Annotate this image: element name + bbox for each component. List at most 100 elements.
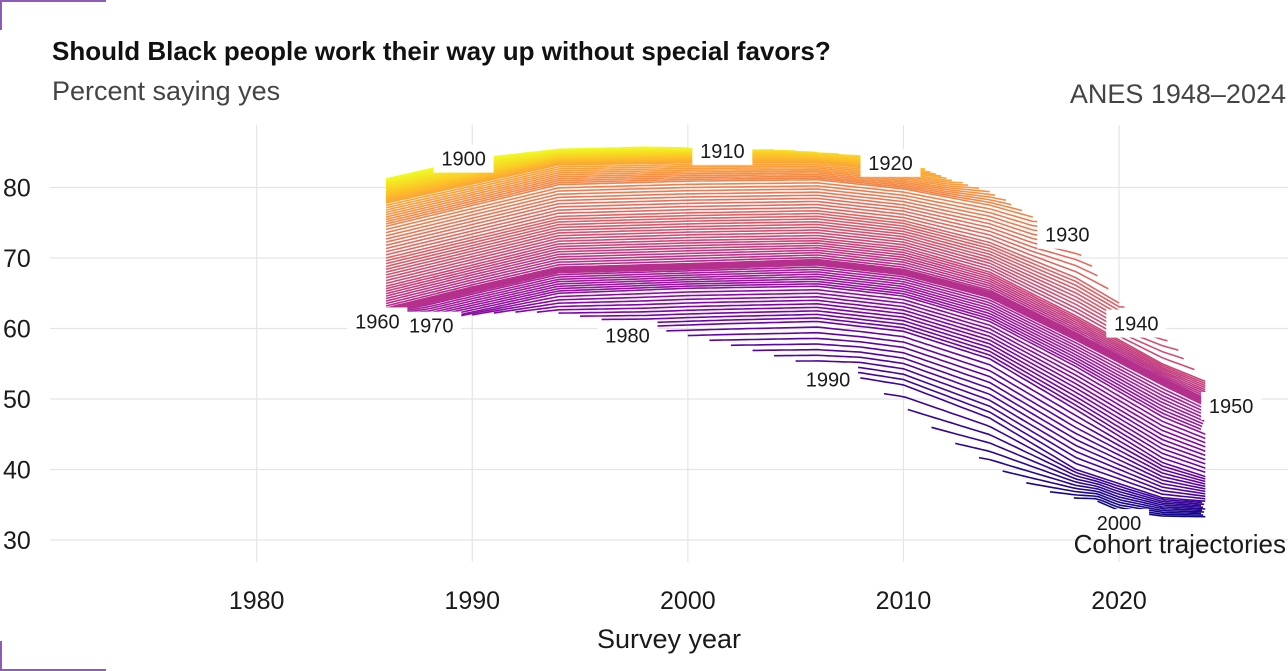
- cohort-line: [493, 295, 1206, 448]
- y-tick-label: 70: [3, 245, 31, 273]
- cohort-line: [450, 288, 1206, 440]
- cohort-line: [1026, 482, 1205, 513]
- cohort-label-text: 1900: [441, 149, 486, 171]
- cohort-line: [385, 178, 1034, 228]
- chart-subtitle: Percent saying yes: [52, 76, 281, 106]
- cohort-line: [407, 273, 1206, 420]
- cohort-label-background: [597, 321, 658, 350]
- cohort-label-background: [1089, 509, 1150, 538]
- cohort-line: [536, 302, 1206, 457]
- cohort-line: [644, 320, 1206, 478]
- cohort-line: [709, 337, 1206, 485]
- x-tick-label: 1990: [444, 587, 500, 615]
- cohort-label: 1970: [401, 311, 462, 340]
- cohort-line: [398, 268, 1203, 412]
- cohort-line: [385, 191, 1066, 241]
- cohort-line: [385, 209, 1120, 304]
- cohort-line: [955, 442, 1204, 509]
- cohort-label: 1990: [797, 365, 858, 394]
- cohort-line: [385, 162, 947, 204]
- cohort-line: [472, 292, 1206, 444]
- cohort-label-background: [797, 365, 858, 394]
- cohort-line: [558, 306, 1206, 461]
- cohort-line: [385, 200, 1093, 267]
- cohort-label-text: 1960: [355, 311, 400, 333]
- x-tick-label: 2010: [876, 587, 932, 615]
- cohort-line: [385, 232, 1184, 360]
- cohort-label-text: 1910: [700, 141, 745, 163]
- cohort-line: [385, 194, 1077, 249]
- y-tick-label: 30: [3, 527, 31, 555]
- cohort-label-background: [1106, 309, 1167, 338]
- cohort-line: [385, 218, 1141, 319]
- cohort-label-text: 1940: [1114, 314, 1159, 336]
- cohort-series: [382, 146, 1209, 518]
- cohort-line: [666, 326, 1206, 480]
- cohort-label: 1940: [1106, 309, 1167, 338]
- cohort-label-text: 2000: [1097, 513, 1142, 535]
- cohort-line: [385, 234, 1195, 371]
- cohort-line: [411, 275, 1205, 422]
- cohort-label-text: 1990: [806, 369, 851, 391]
- cohort-line: [1097, 500, 1206, 518]
- cohort-label-text: 1930: [1045, 225, 1090, 247]
- cohort-line: [385, 197, 1082, 257]
- x-tick-label: 1980: [229, 587, 285, 615]
- cohort-line: [774, 354, 1206, 493]
- y-tick-label: 80: [3, 175, 31, 203]
- cohort-line: [730, 343, 1206, 488]
- cohort-label-text: 1920: [868, 153, 913, 175]
- cohort-line: [687, 331, 1206, 483]
- cohort-line: [385, 239, 1206, 385]
- cohort-line: [416, 278, 1204, 425]
- cohort-line: [385, 172, 996, 218]
- cohort-line: [385, 181, 1039, 231]
- chart-title: Should Black people work their way up wi…: [52, 36, 831, 66]
- frame-corner-top-left: [0, 0, 106, 30]
- cohort-line: [385, 215, 1136, 313]
- cohort-line: [385, 170, 990, 216]
- cohort-line: [978, 456, 1206, 510]
- cohort-line: [1002, 470, 1203, 512]
- cohort-line: [385, 244, 1206, 389]
- cohort-line: [385, 163, 952, 207]
- axes: 1980 1990 2000 2010 2020 30 40 50 60 70 80: [3, 175, 1147, 616]
- cohort-line: [385, 254, 1206, 397]
- cohort-label-background: [692, 136, 753, 165]
- cohort-line: [579, 310, 1206, 465]
- x-tick-label: 2000: [660, 587, 716, 615]
- cohort-line: [385, 177, 1023, 225]
- cohort-line: [385, 220, 1152, 326]
- cohort-line: [385, 173, 1007, 221]
- cohort-line: [907, 408, 1205, 506]
- x-axis-title: Survey year: [597, 624, 741, 654]
- cohort-label-background: [1037, 220, 1098, 249]
- y-tick-label: 40: [3, 457, 31, 485]
- cohort-label: 1930: [1037, 220, 1098, 249]
- cohort-line: [883, 392, 1203, 504]
- cohort-line: [752, 348, 1206, 490]
- cohort-line: [420, 280, 1203, 428]
- cohort-line: [385, 249, 1206, 393]
- cohort-label: 2000: [1089, 509, 1150, 538]
- x-tick-label: 2020: [1091, 587, 1147, 615]
- cohort-line: [403, 271, 1202, 414]
- cohort-label: 1950: [1201, 392, 1262, 421]
- cohort-line: [623, 317, 1206, 474]
- cohort-labels: 1900 1910 1920 1930 1940 1950 1960 1970 1980 1990…: [347, 136, 1262, 538]
- chart-source: ANES 1948–2024: [1069, 79, 1286, 109]
- chart-caption: Cohort trajectories: [1074, 529, 1286, 559]
- cohort-line: [515, 299, 1206, 452]
- cohort-line: [424, 283, 1202, 431]
- cohort-line: [838, 371, 1206, 500]
- frame-corner-bottom-left: [0, 641, 106, 671]
- cohort-label-text: 1970: [409, 316, 454, 338]
- cohort-line: [385, 203, 1098, 277]
- cohort-label-background: [433, 144, 494, 173]
- cohort-line: [428, 285, 1206, 436]
- cohort-line: [394, 266, 1204, 409]
- cohort-line: [385, 237, 1206, 383]
- cohort-label-text: 1950: [1209, 396, 1254, 418]
- cohort-line: [385, 206, 1109, 290]
